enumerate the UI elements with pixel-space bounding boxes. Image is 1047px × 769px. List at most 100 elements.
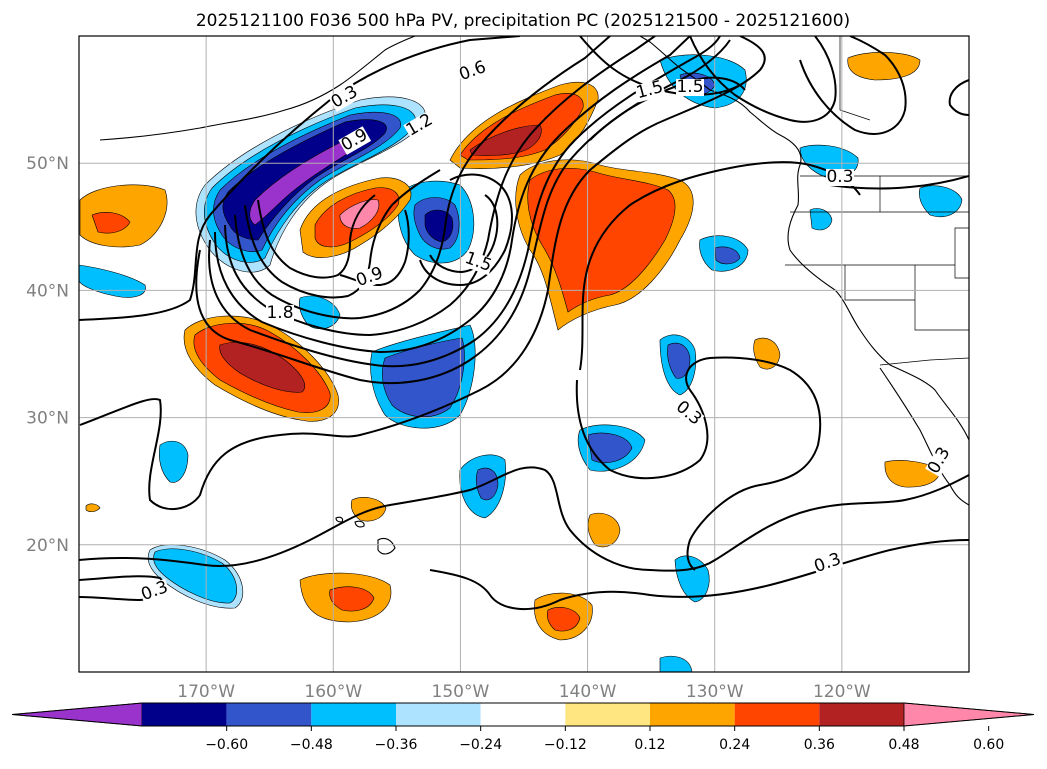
pv-contour-line [79,36,766,511]
negative-anomaly-region [919,185,963,218]
colorbar-segment [142,703,227,726]
lat-tick-label: 50°N [26,154,69,174]
colorbar-tick-label: 0.48 [888,737,919,753]
contour-label-bg [338,126,372,155]
colorbar-segment [650,703,735,726]
pv-contour-line [579,161,861,371]
colorbar-tick-label: 0.60 [973,737,1004,753]
colorbar-segment [480,703,566,726]
colorbar-extend-low [11,702,143,727]
lon-tick-label: 160°W [304,682,362,702]
pv-contour-line [575,356,822,571]
positive-anomaly-region [527,167,676,313]
coastline-layer [99,36,969,555]
positive-anomaly-region [329,586,375,612]
state-border [844,265,915,301]
colorbar [11,702,1035,727]
negative-anomaly-region [809,208,833,231]
contour-label-bg [826,169,854,186]
lon-tick-label: 140°W [559,682,617,702]
us-mexico-border [879,357,969,366]
aleutian-coast [99,36,416,141]
colorbar-segment [311,703,396,726]
pv-contour-line [799,36,907,135]
state-border [914,265,969,331]
alaska-canada-border [839,36,871,121]
pv-contour-line [948,79,969,116]
lat-tick-label: 40°N [26,281,69,301]
positive-anomaly-region [85,503,101,513]
colorbar-segment [819,703,904,726]
contour-label: 1.8 [266,303,293,323]
lon-tick-label: 130°W [686,682,744,702]
positive-anomaly-region [546,607,581,632]
negative-anomaly-region [382,337,465,418]
contour-label-bg [925,444,954,478]
hawaii-island [354,520,365,528]
colorbar-tick-label: −0.48 [290,737,333,753]
colorbar-outline [11,702,1035,727]
colorbar-tick-label: 0.36 [804,737,835,753]
contour-label-bg [676,79,704,96]
colorbar-tick-label: −0.24 [459,737,502,753]
north-america-coast [639,36,969,441]
colorbar-segment [396,703,481,726]
contour-label-bg [403,111,437,140]
pv-contour-line [829,175,969,190]
lat-tick-label: 30°N [26,409,69,429]
lat-tick-label: 20°N [26,536,69,556]
colorbar-tick-label: −0.60 [205,737,248,753]
contour-label-bg [138,578,171,605]
pv-contour-line [429,539,969,611]
chart-title: 2025121100 F036 500 hPa PV, precipitatio… [196,11,850,31]
pv-contour-line [214,36,691,354]
lon-tick-label: 170°W [177,682,235,702]
state-border [954,227,969,279]
negative-anomaly-region [153,548,237,604]
negative-anomaly-region [159,440,189,483]
positive-anomaly-region [219,342,306,393]
lon-tick-label: 120°W [813,682,871,702]
pv-contour-line [79,466,969,572]
negative-anomaly-region [714,246,741,265]
map-content: 0.30.60.9 1.21.51.80.91.51.50.30.30.30.30… [79,36,969,672]
map-frame [78,35,970,673]
negative-anomaly-region [249,139,355,226]
contour-label: 0.3 [826,167,853,187]
contour-label-bg [462,249,495,276]
positive-anomaly-region [469,124,542,156]
longitude-labels: 170°W 160°W 150°W 140°W 130°W 120°W [177,682,871,702]
negative-anomaly-region [659,655,693,672]
colorbar-extend-high [903,702,1035,727]
contour-label-bg [328,83,362,112]
negative-anomaly-region [298,295,341,330]
colorbar-segment [565,703,650,726]
colorbar-tick-label: −0.12 [544,737,587,753]
contour-label-bg [266,305,294,322]
pv-contour-line [419,173,513,287]
contour-label-bg [811,550,844,577]
positive-anomaly-region [91,212,131,234]
negative-anomaly-region [79,264,146,298]
contour-label-bg [672,398,705,430]
baja-coast [879,367,969,506]
colorbar-segment [734,703,820,726]
contour-label: 1.5 [676,77,703,97]
pv-contour-line [244,169,441,299]
colorbar-tick-labels: −0.60 −0.48 −0.36 −0.24 −0.12 0.12 0.24 0.36 0.4… [205,726,1004,753]
pv-contour-line [234,36,611,320]
colorbar-tick-label: 0.24 [719,737,750,753]
colorbar-segment [226,703,312,726]
pv-contour-line [257,194,376,279]
contour-label-bg [456,58,489,85]
pv-contour-line [689,36,837,123]
negative-anomaly-region [587,432,633,463]
contour-label-bg [634,78,666,103]
lon-tick-label: 150°W [432,682,490,702]
colorbar-tick-label: 0.12 [634,737,665,753]
hawaii-island [377,537,396,555]
colorbar-tick-label: −0.36 [375,737,418,753]
pv-contour-line [79,36,521,321]
